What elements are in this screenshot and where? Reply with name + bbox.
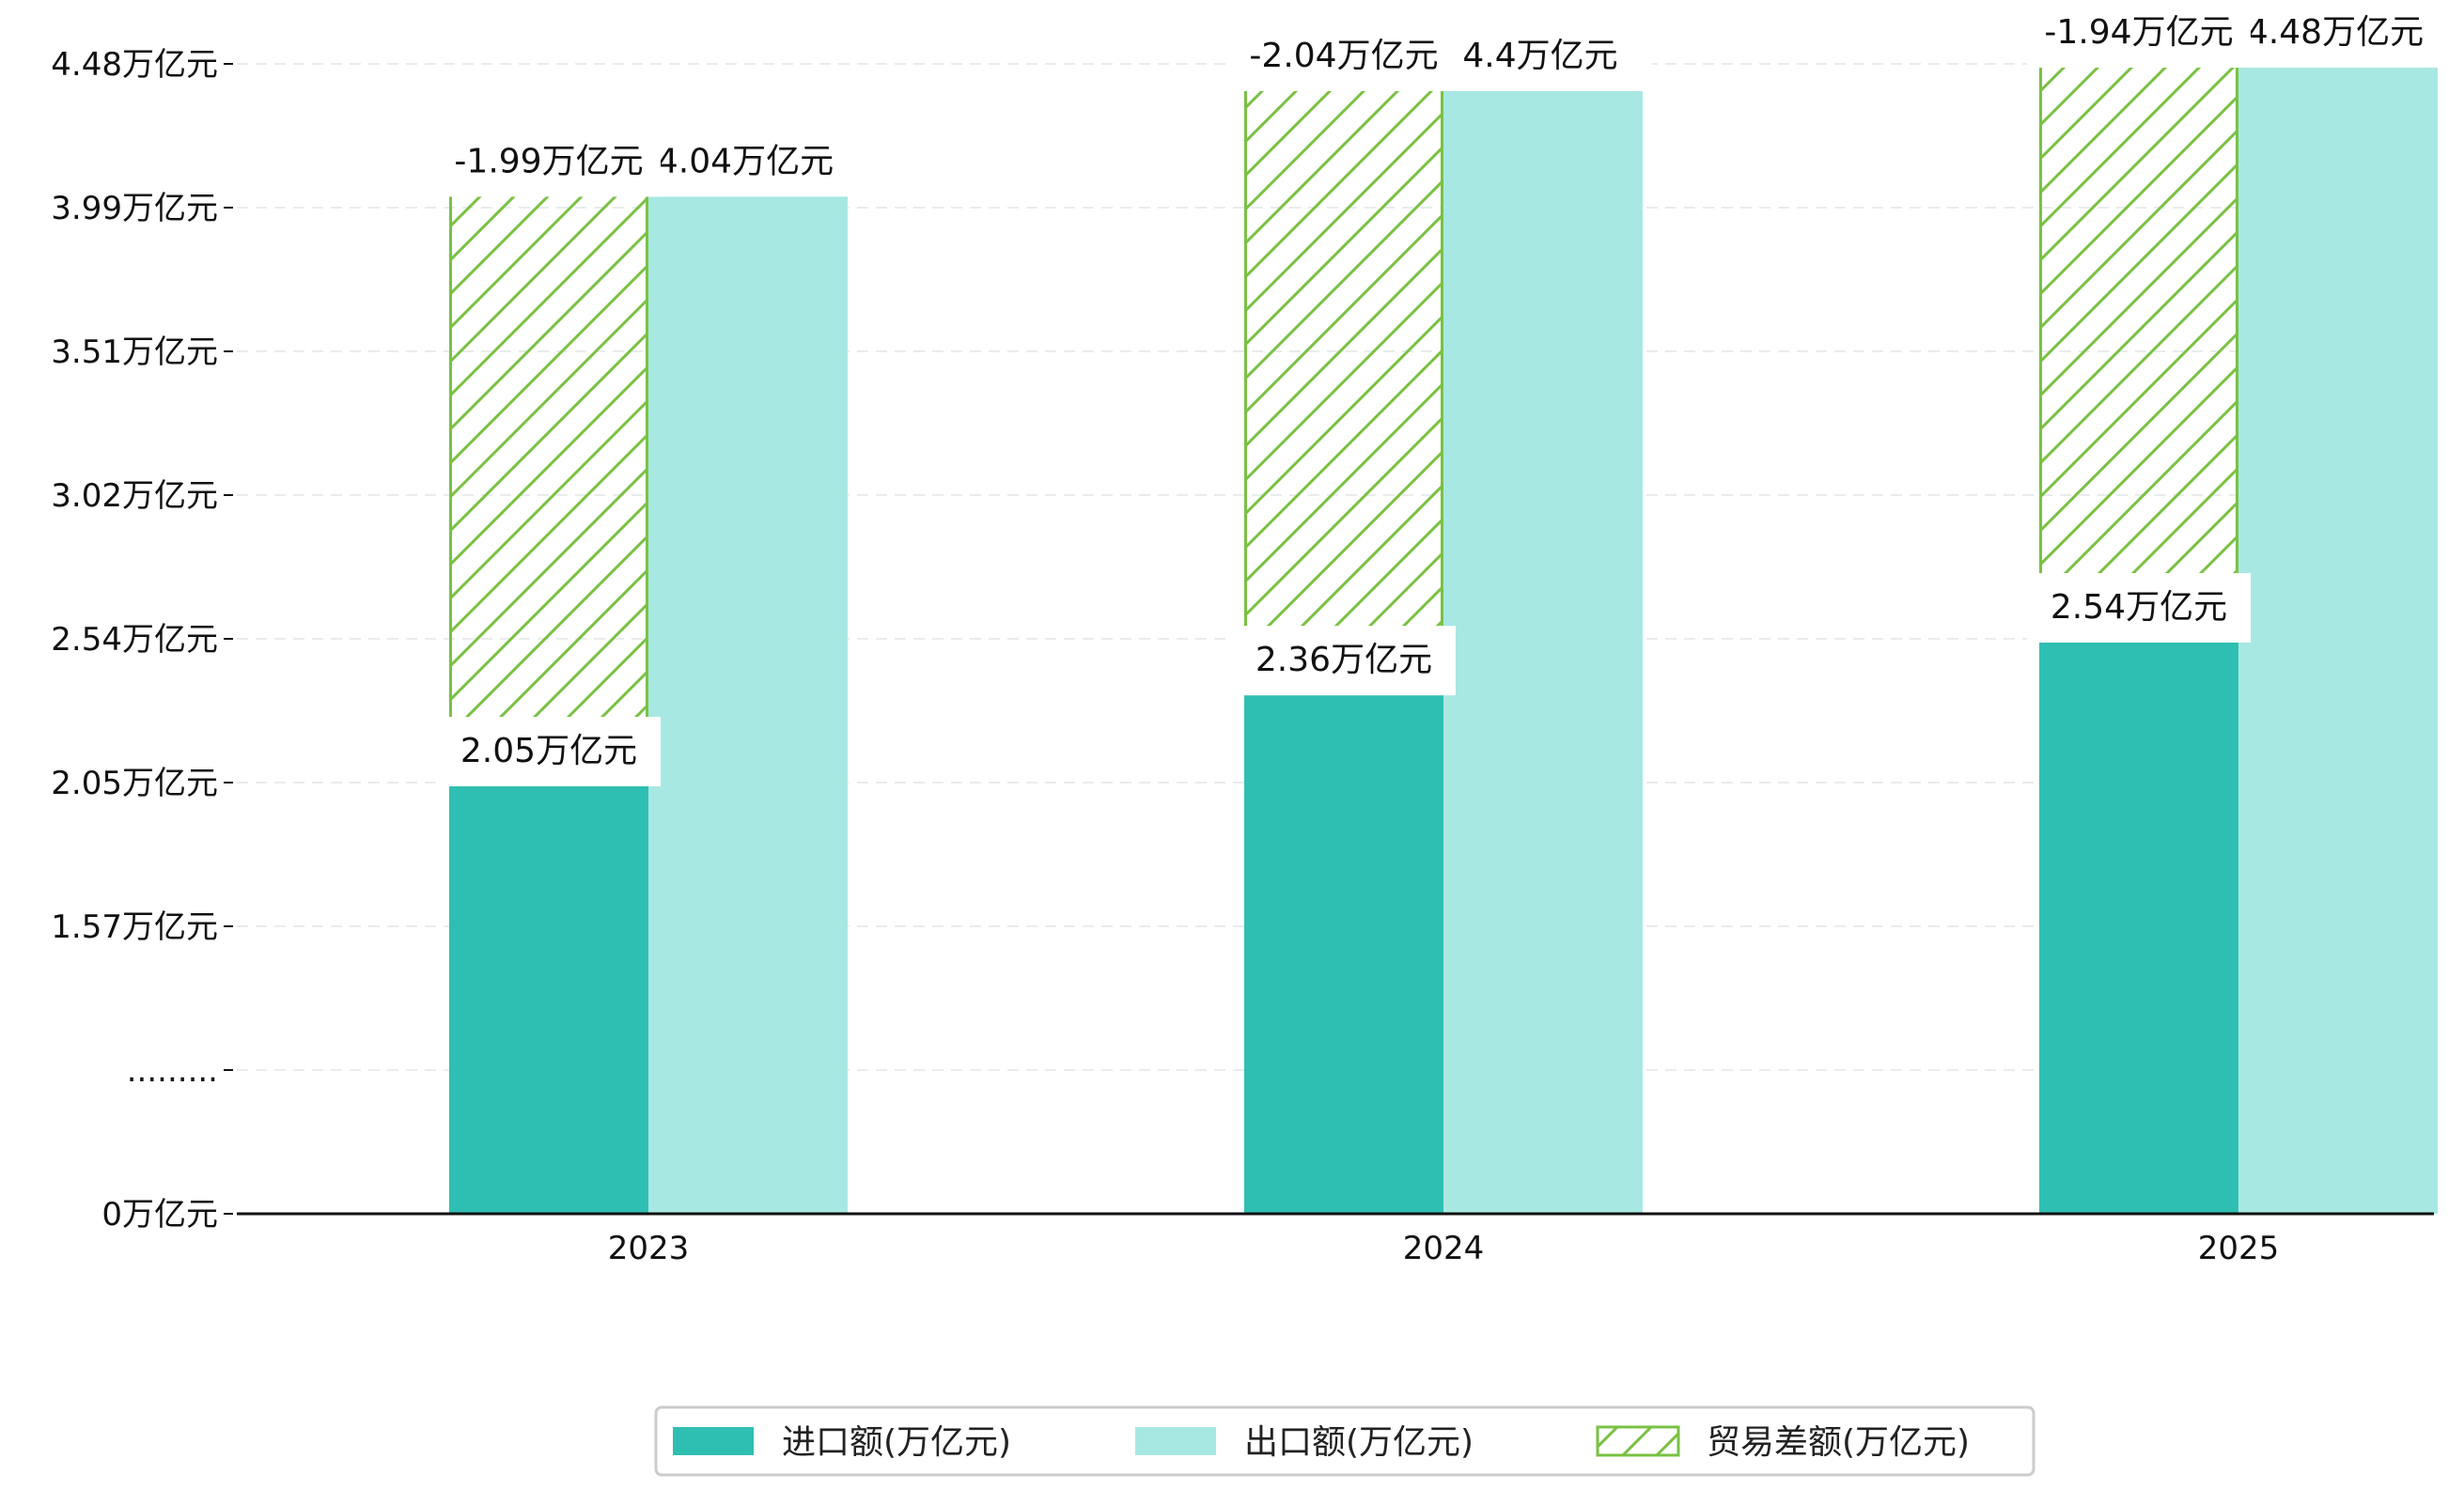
balance-value-label: -2.04万亿元 bbox=[1232, 21, 1456, 91]
value-label-text: 2.36万亿元 bbox=[1255, 641, 1432, 679]
export-value-label: 4.4万亿元 bbox=[1428, 21, 1652, 91]
export-bar bbox=[648, 193, 848, 1215]
value-label-background bbox=[1232, 626, 1456, 696]
y-tick-label: 4.48万亿元 bbox=[51, 46, 218, 84]
legend-swatch bbox=[1135, 1427, 1216, 1455]
value-label-text: -1.94万亿元 bbox=[2044, 13, 2233, 52]
value-label-text: 2.54万亿元 bbox=[2051, 588, 2227, 627]
y-tick-label: 3.02万亿元 bbox=[51, 477, 218, 515]
value-label-background bbox=[1232, 21, 1456, 91]
import-bar bbox=[449, 783, 648, 1214]
export-bar bbox=[1443, 86, 1643, 1214]
value-label-text: 4.4万亿元 bbox=[1462, 37, 1617, 75]
axes-layer: 0万亿元......... 1.57万亿元 2.05万亿元 2.54万亿元 3.02万亿… bbox=[51, 46, 2434, 1267]
value-label-text: 4.48万亿元 bbox=[2247, 13, 2424, 52]
balance-value-label: -1.94万亿元 bbox=[2027, 0, 2251, 68]
y-tick-label: 2.54万亿元 bbox=[51, 621, 218, 659]
legend-label: 进口额(万亿元) bbox=[782, 1423, 1011, 1462]
value-label-background bbox=[2027, 0, 2251, 68]
value-label-text: -2.04万亿元 bbox=[1249, 37, 1438, 75]
legend-item-import: 进口额(万亿元) bbox=[673, 1423, 1011, 1462]
import-value-label: 2.36万亿元 bbox=[1232, 626, 1456, 696]
legend-label: 贸易差额(万亿元) bbox=[1707, 1423, 1970, 1462]
balance-bar bbox=[449, 191, 648, 784]
legend-swatch bbox=[1596, 1425, 1680, 1457]
legend-swatch bbox=[673, 1427, 754, 1455]
export-bar bbox=[2238, 64, 2438, 1214]
value-label-text: -1.99万亿元 bbox=[454, 142, 643, 180]
x-tick-label: 2025 bbox=[2198, 1230, 2280, 1267]
legend: 进口额(万亿元) 出口额(万亿元) 贸易差额(万亿元) bbox=[654, 1405, 2035, 1477]
value-label-background bbox=[2027, 573, 2251, 643]
value-label-text: 2.05万亿元 bbox=[460, 732, 637, 770]
value-label-background bbox=[437, 717, 661, 786]
value-label-background bbox=[437, 127, 661, 197]
value-label-background bbox=[1428, 21, 1652, 91]
import-bar bbox=[2039, 639, 2238, 1214]
value-label-background bbox=[2223, 0, 2447, 68]
export-value-label: 4.48万亿元 bbox=[2223, 0, 2447, 68]
y-tick-label: 1.57万亿元 bbox=[51, 908, 218, 946]
y-tick-label: 0万亿元 bbox=[101, 1196, 218, 1233]
data-labels-layer: 4.04万亿元 -1.99万亿元 2.05万亿元 4.4万亿元 -2.04万亿元 2.36… bbox=[437, 0, 2447, 786]
legend-label: 出口额(万亿元) bbox=[1244, 1423, 1474, 1462]
legend-item-balance: 贸易差额(万亿元) bbox=[1596, 1423, 1970, 1462]
bars-layer bbox=[449, 62, 2438, 1215]
legend-frame bbox=[654, 1405, 2035, 1477]
value-label-background bbox=[633, 127, 857, 197]
y-tick-label: ......... bbox=[127, 1052, 218, 1090]
y-tick-label: 2.05万亿元 bbox=[51, 765, 218, 802]
balance-bar bbox=[1244, 85, 1443, 693]
y-tick-label: 3.99万亿元 bbox=[51, 190, 218, 227]
value-label-text: 4.04万亿元 bbox=[657, 142, 834, 180]
balance-value-label: -1.99万亿元 bbox=[437, 127, 661, 197]
import-value-label: 2.54万亿元 bbox=[2027, 573, 2251, 643]
x-tick-label: 2024 bbox=[1403, 1230, 1485, 1267]
balance-bar bbox=[2039, 62, 2238, 641]
import-bar bbox=[1244, 691, 1443, 1214]
y-tick-label: 3.51万亿元 bbox=[51, 334, 218, 371]
export-value-label: 4.04万亿元 bbox=[633, 127, 857, 197]
import-value-label: 2.05万亿元 bbox=[437, 717, 661, 786]
x-tick-label: 2023 bbox=[608, 1230, 690, 1267]
legend-item-export: 出口额(万亿元) bbox=[1135, 1423, 1474, 1462]
